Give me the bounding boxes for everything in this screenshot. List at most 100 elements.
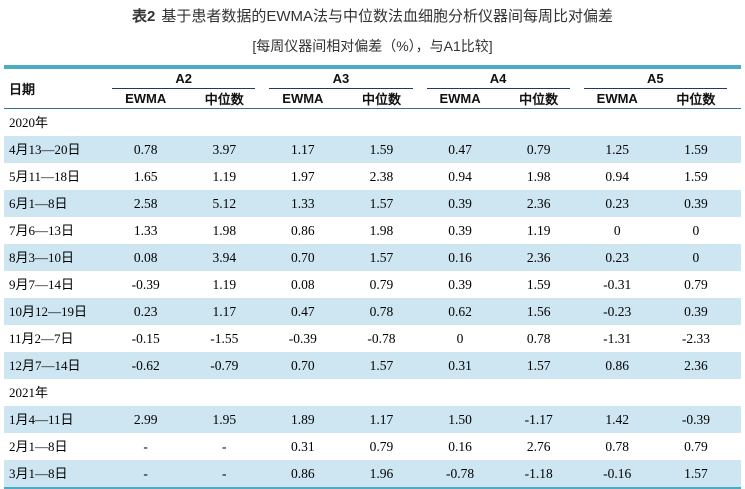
- value-cell: -0.78: [445, 466, 475, 481]
- row-date: 9月7—14日: [9, 277, 75, 292]
- row-date: 6月1—8日: [9, 196, 68, 211]
- value-cell: 1.59: [369, 142, 394, 157]
- value-cell: 0.94: [448, 169, 472, 184]
- value-cell: 1.19: [526, 223, 551, 238]
- value-cell: 2.36: [684, 358, 708, 373]
- value-cell: 0.31: [448, 358, 472, 373]
- value-cell: -1.18: [524, 466, 553, 481]
- row-date: 8月3—10日: [9, 250, 75, 265]
- value-cell: -0.39: [131, 277, 160, 292]
- value-cell: -0.15: [131, 331, 160, 346]
- value-cell: -0.31: [603, 277, 632, 292]
- value-cell: 1.57: [369, 196, 394, 211]
- column-header-median-a5: 中位数: [650, 89, 741, 109]
- value-cell: 0.39: [684, 304, 708, 319]
- value-cell: 2.36: [526, 196, 551, 211]
- value-cell: 0.23: [605, 250, 630, 265]
- value-cell: -1.31: [603, 331, 632, 346]
- value-cell: 0: [692, 223, 700, 238]
- header-row-sub: EWMA 中位数 EWMA 中位数 EWMA 中位数 EWMA 中位数: [4, 89, 741, 109]
- value-cell: 1.59: [684, 169, 708, 184]
- value-cell: 2.99: [133, 412, 158, 427]
- value-cell: 5.12: [212, 196, 237, 211]
- table-row: 6月1—8日 2.58 5.12 1.33 1.57 0.39 2.36 0.23 0.39: [4, 190, 741, 217]
- value-cell: 0.78: [133, 142, 158, 157]
- value-cell: 0.39: [448, 277, 472, 292]
- value-cell: 0.70: [291, 250, 315, 265]
- column-group-a4: A4: [426, 67, 584, 89]
- value-cell: 0.39: [448, 196, 472, 211]
- comparison-table: 日期 A2 A3 A4 A5 EWMA 中位数 EWMA 中位数 E: [4, 65, 741, 489]
- row-date: 12月7—14日: [9, 358, 81, 373]
- value-cell: -0.62: [131, 358, 160, 373]
- value-cell: 1.65: [133, 169, 158, 184]
- column-header-ewma-a4: EWMA: [426, 89, 494, 109]
- value-cell: 0.62: [448, 304, 472, 319]
- value-cell: 1.33: [291, 196, 315, 211]
- value-cell: 0.79: [684, 277, 708, 292]
- value-cell: 1.57: [526, 358, 551, 373]
- table-body: 2020年 4月13—20日 0.78 3.97 1.17 1.59 0.47 0.79 1.2…: [4, 109, 741, 488]
- value-cell: 0.70: [291, 358, 315, 373]
- group-label-a2: A2: [112, 69, 256, 89]
- column-header-ewma-a5: EWMA: [583, 89, 651, 109]
- value-cell: 0.16: [448, 250, 472, 265]
- table-row: 10月12—19日 0.23 1.17 0.47 0.78 0.62 1.56 -0.23 0.…: [4, 298, 741, 325]
- column-header-median-a2: 中位数: [179, 89, 270, 109]
- table-row: 2月1—8日 - - 0.31 0.79 0.16 2.76 0.78 0.79: [4, 433, 741, 460]
- table-row: 11月2—7日 -0.15 -1.55 -0.39 -0.78 0 0.78 -1.31 -2.…: [4, 325, 741, 352]
- value-cell: 1.42: [605, 412, 630, 427]
- value-cell: 1.95: [212, 412, 237, 427]
- table-row: 7月6—13日 1.33 1.98 0.86 1.98 0.39 1.19 0 0: [4, 217, 741, 244]
- value-cell: 0: [613, 223, 621, 238]
- value-cell: 1.50: [448, 412, 472, 427]
- value-cell: -0.39: [681, 412, 710, 427]
- value-cell: 1.17: [212, 304, 237, 319]
- value-cell: 1.59: [684, 142, 708, 157]
- value-cell: 1.89: [291, 412, 315, 427]
- value-cell: 0.47: [291, 304, 315, 319]
- value-cell: 1.97: [291, 169, 315, 184]
- value-cell: 0.86: [605, 358, 630, 373]
- row-date: 3月1—8日: [9, 466, 68, 481]
- value-cell: 0.79: [684, 439, 708, 454]
- row-date: 7月6—13日: [9, 223, 75, 238]
- row-date: 10月12—19日: [9, 304, 88, 319]
- column-header-ewma-a2: EWMA: [112, 89, 180, 109]
- value-cell: -: [222, 439, 227, 454]
- table-subtitle: [每周仪器间相对偏差（%），与A1比较]: [252, 38, 493, 54]
- table-row: 12月7—14日 -0.62 -0.79 0.70 1.57 0.31 1.57 0.86 2.…: [4, 352, 741, 379]
- value-cell: 0.79: [369, 277, 394, 292]
- value-cell: 1.96: [369, 466, 394, 481]
- value-cell: 2.58: [133, 196, 158, 211]
- table-title: 表2 基于患者数据的EWMA法与中位数法血细胞分析仪器间每周比对偏差: [0, 0, 745, 27]
- value-cell: 1.98: [526, 169, 551, 184]
- value-cell: 0.08: [291, 277, 315, 292]
- value-cell: 0.94: [605, 169, 630, 184]
- row-date: 1月4—11日: [9, 412, 74, 427]
- value-cell: 0.86: [291, 466, 315, 481]
- table-row: 4月13—20日 0.78 3.97 1.17 1.59 0.47 0.79 1.25 1.59: [4, 136, 741, 163]
- column-group-a2: A2: [112, 67, 269, 89]
- value-cell: 1.33: [133, 223, 158, 238]
- value-cell: 0.86: [291, 223, 315, 238]
- row-date: 2月1—8日: [9, 439, 68, 454]
- value-cell: 3.97: [212, 142, 237, 157]
- value-cell: 0: [692, 250, 700, 265]
- value-cell: -: [143, 439, 148, 454]
- value-cell: 1.17: [369, 412, 394, 427]
- value-cell: 3.94: [212, 250, 237, 265]
- value-cell: 0.47: [448, 142, 472, 157]
- value-cell: 0.78: [369, 304, 394, 319]
- column-group-a3: A3: [269, 67, 426, 89]
- value-cell: -0.23: [603, 304, 632, 319]
- value-cell: 2.76: [526, 439, 551, 454]
- value-cell: -1.17: [524, 412, 553, 427]
- table-row: 9月7—14日 -0.39 1.19 0.08 0.79 0.39 1.59 -0.31 0.7…: [4, 271, 741, 298]
- value-cell: -0.39: [288, 331, 317, 346]
- table-title-text: 基于患者数据的EWMA法与中位数法血细胞分析仪器间每周比对偏差: [161, 8, 613, 25]
- value-cell: 0: [456, 331, 464, 346]
- value-cell: 0.79: [526, 142, 551, 157]
- value-cell: 0.08: [133, 250, 158, 265]
- value-cell: -2.33: [681, 331, 710, 346]
